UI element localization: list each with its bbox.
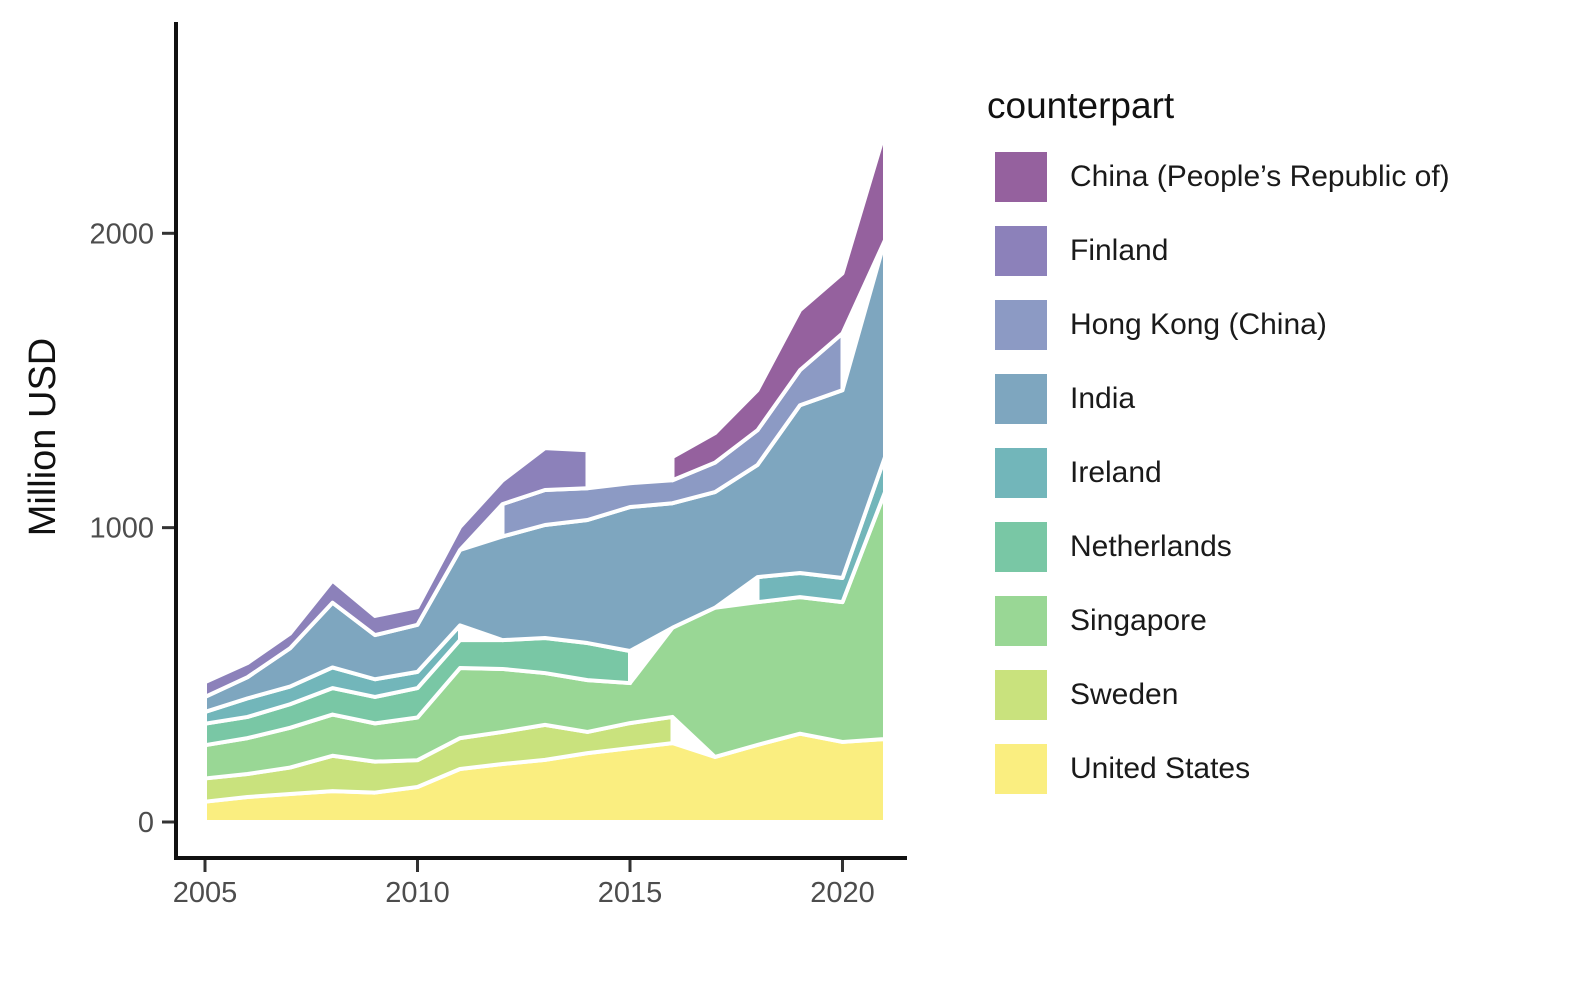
legend-row-ireland: Ireland: [995, 448, 1162, 498]
legend-label-india: India: [1070, 382, 1136, 415]
legend-label-china-people-s-republic-of: China (People’s Republic of): [1070, 160, 1450, 193]
area-china-people-s-republic-of: [670, 129, 887, 483]
legend-label-hong-kong-china: Hong Kong (China): [1070, 308, 1327, 341]
legend-row-finland: Finland: [995, 226, 1168, 276]
legend-swatch-china-people-s-republic-of: [995, 152, 1047, 202]
legend-label-singapore: Singapore: [1070, 604, 1207, 637]
legend: counterpart China (People’s Republic of)…: [987, 84, 1587, 794]
legend-row-singapore: Singapore: [995, 596, 1207, 646]
legend-row-united-states: United States: [995, 744, 1250, 794]
legend-label-netherlands: Netherlands: [1070, 530, 1232, 563]
y-tick-label: 2000: [89, 218, 154, 250]
legend-row-netherlands: Netherlands: [995, 522, 1232, 572]
legend-swatch-netherlands: [995, 522, 1047, 572]
legend-label-finland: Finland: [1070, 234, 1169, 267]
legend-swatch-hong-kong-china: [995, 300, 1047, 350]
legend-title: counterpart: [987, 85, 1175, 126]
legend-label-ireland: Ireland: [1070, 456, 1162, 489]
x-tick-label: 2020: [810, 877, 875, 909]
legend-swatch-singapore: [995, 596, 1047, 646]
x-tick-label: 2005: [173, 877, 238, 909]
y-axis-title: Million USD: [22, 337, 64, 537]
x-tick-label: 2015: [598, 877, 663, 909]
legend-label-united-states: United States: [1070, 752, 1251, 785]
x-tick-label: 2010: [385, 877, 450, 909]
legend-label-sweden: Sweden: [1070, 678, 1179, 711]
area-hong-kong-china: [500, 331, 845, 539]
y-tick-label: 0: [138, 807, 154, 839]
y-tick-label: 1000: [89, 513, 154, 545]
legend-swatch-ireland: [995, 448, 1047, 498]
legend-row-india: India: [995, 374, 1135, 424]
legend-swatch-united-states: [995, 744, 1047, 794]
legend-row-hong-kong-china: Hong Kong (China): [995, 300, 1327, 350]
legend-swatch-sweden: [995, 670, 1047, 720]
legend-swatch-finland: [995, 226, 1047, 276]
legend-swatch-india: [995, 374, 1047, 424]
area-layers: [203, 129, 887, 824]
legend-row-china-people-s-republic-of: China (People’s Republic of): [995, 152, 1450, 202]
legend-row-sweden: Sweden: [995, 670, 1178, 720]
area-finland: [203, 446, 590, 699]
axes: 0 1000 2000 2005 2010 2015 2020: [89, 22, 907, 909]
